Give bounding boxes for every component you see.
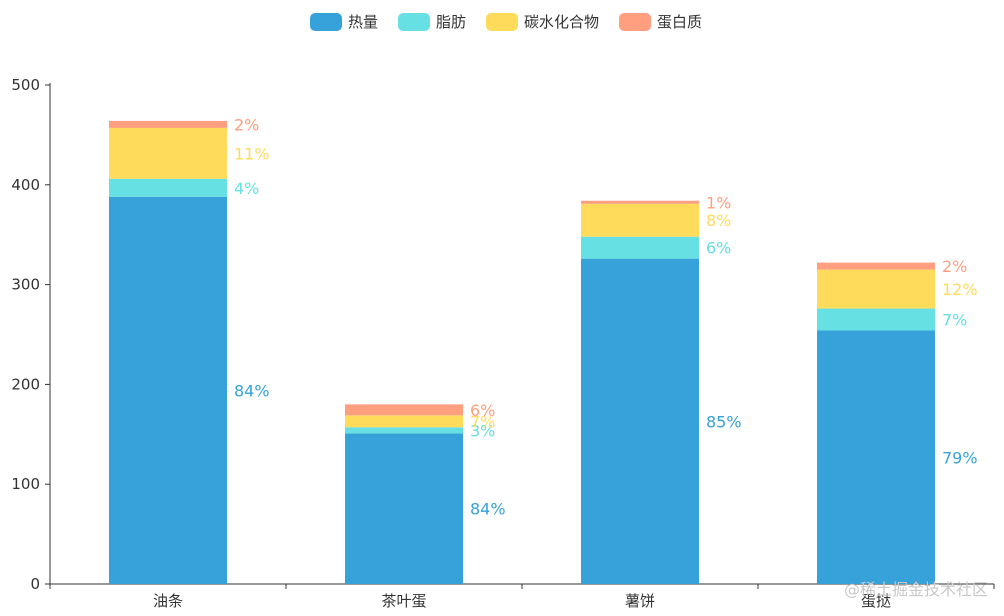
bar-segment[interactable]: [345, 433, 463, 584]
x-tick-label: 茶叶蛋: [381, 592, 426, 610]
data-label: 3%: [470, 421, 495, 440]
bar-segment[interactable]: [345, 427, 463, 434]
bar-segment[interactable]: [345, 415, 463, 428]
x-tick-label: 蛋挞: [861, 592, 891, 610]
y-tick-label: 300: [11, 276, 40, 294]
data-label: 2%: [234, 115, 259, 134]
legend-label: 碳水化合物: [524, 13, 599, 31]
legend: 热量 脂肪 碳水化合物 蛋白质: [310, 13, 702, 31]
bar-segment[interactable]: [109, 120, 227, 128]
data-label: 4%: [234, 179, 259, 198]
y-axis: 0 100 200 300 400 500: [11, 76, 51, 593]
x-axis: 油条 茶叶蛋 薯饼 蛋挞: [49, 583, 995, 610]
legend-swatch: [398, 13, 430, 31]
bar-segment[interactable]: [581, 200, 699, 204]
y-tick-label: 0: [30, 575, 40, 593]
legend-item-2[interactable]: 碳水化合物: [486, 13, 599, 31]
x-tick-label: 油条: [153, 592, 183, 610]
data-label: 11%: [234, 144, 270, 163]
data-label: 7%: [470, 412, 495, 431]
data-label: 8%: [706, 211, 731, 230]
bar-segment[interactable]: [817, 308, 935, 331]
legend-swatch: [619, 13, 651, 31]
bar-segment[interactable]: [817, 330, 935, 584]
data-labels: 84%4%11%2%84%3%7%6%85%6%8%1%79%7%12%2%: [234, 115, 978, 518]
legend-item-1[interactable]: 脂肪: [398, 13, 466, 31]
data-label: 2%: [942, 257, 967, 276]
bar-segment[interactable]: [581, 236, 699, 259]
data-label: 6%: [470, 401, 495, 420]
legend-label: 脂肪: [436, 13, 466, 31]
bar-segment[interactable]: [581, 258, 699, 584]
data-label: 79%: [942, 448, 978, 467]
data-label: 6%: [706, 239, 731, 258]
legend-swatch: [310, 13, 342, 31]
bar-segment[interactable]: [345, 404, 463, 416]
bar-segment[interactable]: [109, 178, 227, 197]
y-tick-label: 400: [11, 176, 40, 194]
data-label: 7%: [942, 311, 967, 330]
y-tick-label: 500: [11, 76, 40, 94]
data-label: 84%: [470, 500, 506, 519]
data-label: 85%: [706, 412, 742, 431]
legend-swatch: [486, 13, 518, 31]
x-tick-label: 薯饼: [625, 592, 655, 610]
data-label: 84%: [234, 381, 270, 400]
watermark: @稀土掘金技术社区: [843, 580, 988, 599]
bar-segment[interactable]: [109, 127, 227, 179]
legend-item-3[interactable]: 蛋白质: [619, 13, 702, 31]
legend-label: 热量: [348, 13, 378, 31]
bar-segment[interactable]: [817, 269, 935, 309]
bars: [109, 120, 935, 584]
data-label: 1%: [706, 193, 731, 212]
data-label: 12%: [942, 280, 978, 299]
legend-label: 蛋白质: [657, 13, 702, 31]
bar-segment[interactable]: [817, 262, 935, 270]
y-tick-label: 200: [11, 375, 40, 393]
bar-segment[interactable]: [581, 203, 699, 237]
legend-item-0[interactable]: 热量: [310, 13, 378, 31]
bar-segment[interactable]: [109, 196, 227, 584]
y-tick-label: 100: [11, 475, 40, 493]
